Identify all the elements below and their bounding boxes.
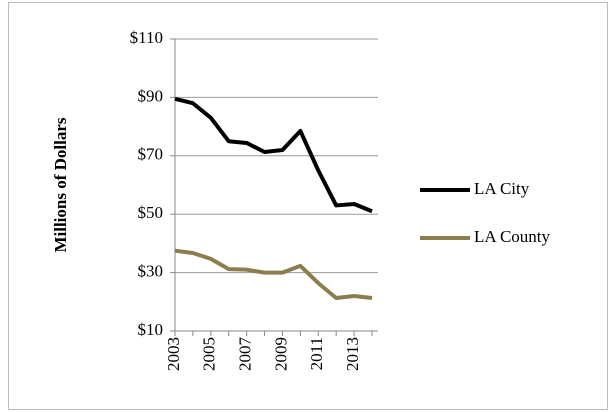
x-tick-label: 2007 xyxy=(236,337,255,372)
y-tick-label: $30 xyxy=(138,262,164,281)
x-tick-label: 2009 xyxy=(271,337,290,371)
x-tick-label: 2003 xyxy=(164,337,183,371)
y-axis-label: Millions of Dollars xyxy=(51,117,70,252)
y-tick-label: $110 xyxy=(130,28,163,47)
x-tick-label: 2011 xyxy=(307,337,326,370)
y-tick-label: $50 xyxy=(138,203,164,222)
line-series xyxy=(174,96,373,214)
legend-label: LA County xyxy=(474,227,551,246)
y-tick-label: $70 xyxy=(138,145,164,164)
line-series xyxy=(174,248,373,301)
x-tick-label: 2005 xyxy=(200,337,219,371)
x-tick-label: 2013 xyxy=(343,337,362,371)
y-tick-label: $10 xyxy=(138,320,164,339)
legend-label: LA City xyxy=(474,179,530,198)
y-tick-label: $90 xyxy=(138,86,164,105)
chart-border xyxy=(8,2,608,410)
